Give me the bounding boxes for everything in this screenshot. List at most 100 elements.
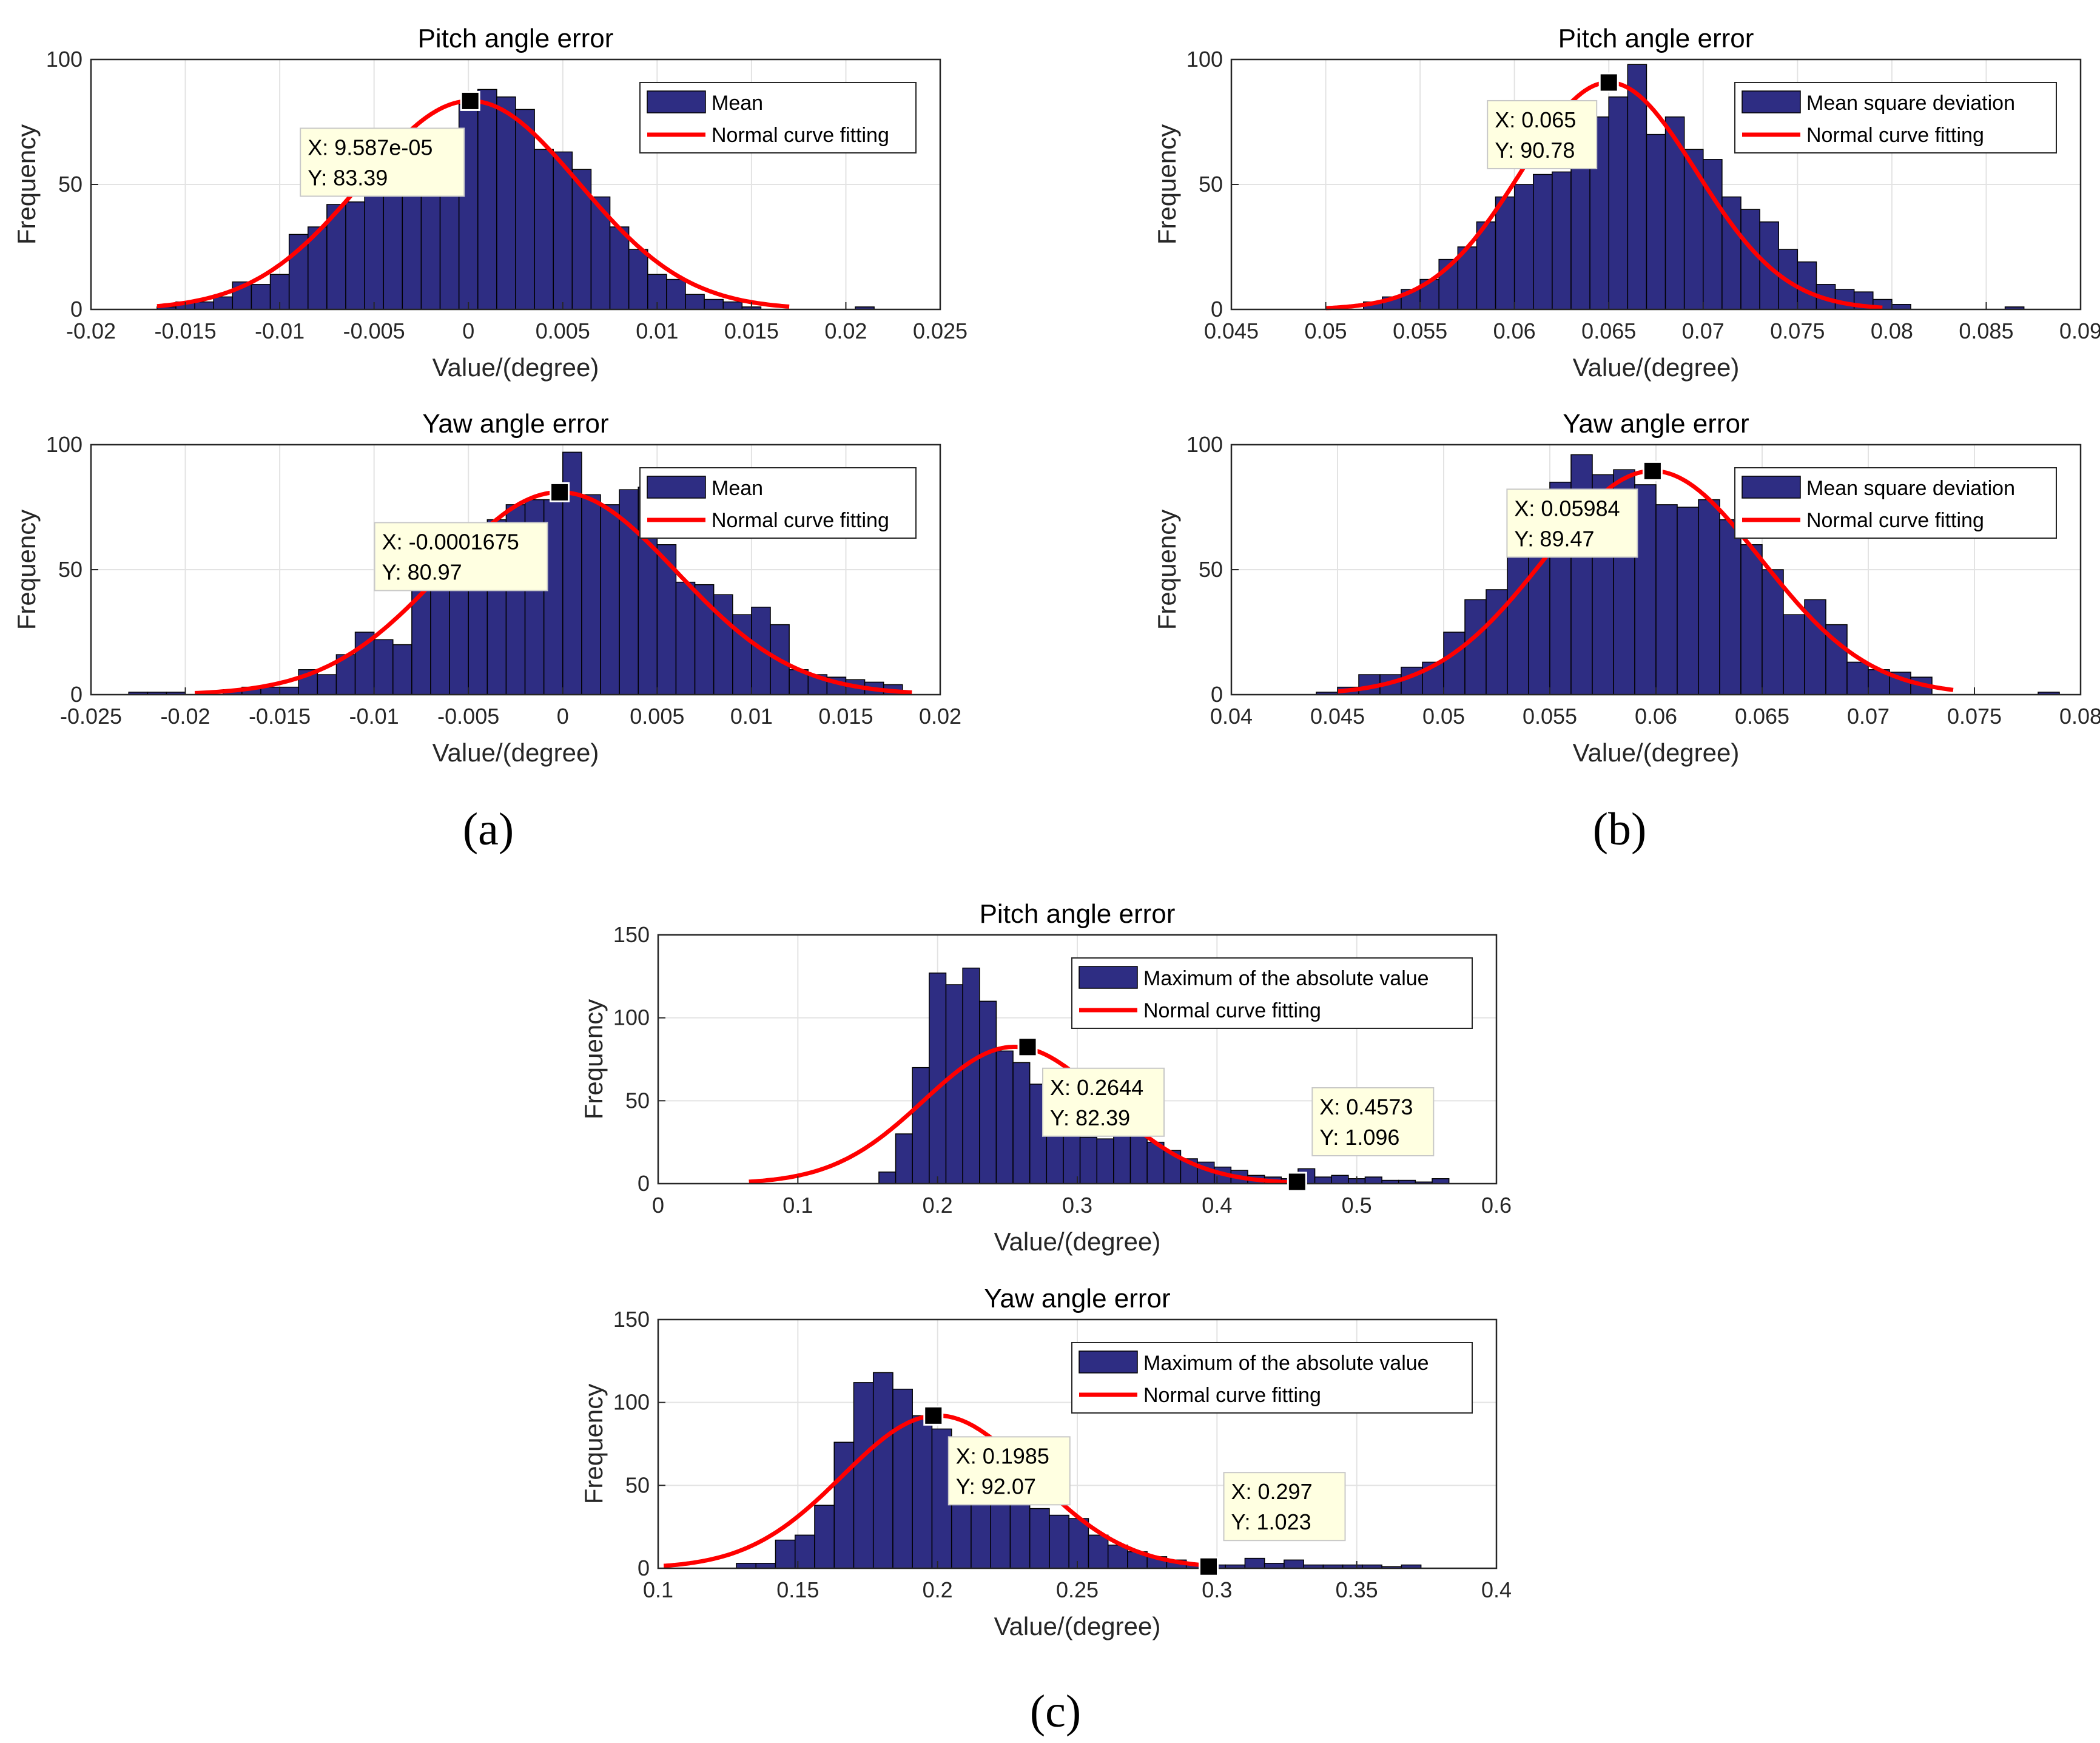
histogram-bar	[1677, 507, 1699, 695]
x-tick-label: 0.065	[1735, 704, 1789, 729]
datatip-marker[interactable]	[1199, 1556, 1219, 1577]
legend-entry-fit: Normal curve fitting	[712, 124, 889, 147]
x-tick-label: 0.015	[818, 704, 873, 729]
x-axis-label: Value/(degree)	[1573, 738, 1740, 767]
y-tick-label: 0	[638, 1556, 650, 1580]
x-tick-label: 0	[462, 319, 474, 343]
histogram-bar	[1068, 1518, 1089, 1569]
x-tick-label: 0	[652, 1193, 664, 1218]
x-tick-label: 0.025	[913, 319, 968, 343]
x-tick-label: 0.2	[923, 1577, 953, 1602]
x-tick-label: 0.07	[1682, 319, 1725, 343]
legend-entry-fit: Normal curve fitting	[1806, 509, 1984, 532]
datatip[interactable]: X: 0.2644 Y: 82.39	[1017, 1037, 1165, 1137]
y-tick-label: 100	[46, 432, 82, 457]
histogram-bar	[1740, 209, 1760, 310]
datatip-box	[1311, 1087, 1435, 1157]
y-tick-label: 0	[70, 682, 82, 707]
datatip-x-value: X: 0.05984	[1514, 496, 1620, 521]
x-tick-label: 0.005	[630, 704, 684, 729]
x-tick-label: -0.015	[249, 704, 311, 729]
datatip-marker[interactable]	[923, 1405, 944, 1426]
datatip-marker[interactable]	[460, 90, 480, 111]
histogram-bar	[912, 1067, 930, 1184]
histogram-bar	[515, 109, 535, 310]
datatip[interactable]: X: 0.4573 Y: 1.096	[1287, 1087, 1435, 1192]
histogram-bar	[912, 1415, 933, 1569]
datatip-y-value: Y: 90.78	[1495, 138, 1575, 163]
x-tick-label: -0.01	[349, 704, 399, 729]
histogram-bar	[1464, 599, 1487, 695]
histogram-bar	[1331, 1175, 1349, 1184]
legend-entry-histogram: Mean square deviation	[1806, 477, 2015, 500]
y-axis-label: Frequency	[12, 510, 41, 630]
datatip[interactable]: X: 0.05984 Y: 89.47	[1506, 460, 1663, 558]
panel-label-a: (a)	[463, 804, 514, 855]
histogram-bar	[1079, 1136, 1097, 1184]
datatip[interactable]: X: 0.065 Y: 90.78	[1487, 72, 1619, 169]
datatip[interactable]: X: 0.1985 Y: 92.07	[923, 1405, 1071, 1506]
histogram-bar	[1655, 504, 1678, 695]
x-axis-label: Value/(degree)	[994, 1227, 1161, 1256]
histogram-bar	[1495, 196, 1515, 310]
y-tick-label: 100	[613, 1390, 650, 1415]
datatip-x-value: X: 9.587e-05	[308, 135, 432, 160]
datatip-marker[interactable]	[1642, 460, 1663, 481]
chart-c-pitch: 0 0.1 0.2 0.3 0.4 0.5 0.6 0 50 100 150 Pitch angle …	[579, 899, 1512, 1256]
histogram-bar	[878, 1172, 897, 1184]
y-tick-label: 150	[613, 1307, 650, 1332]
legend: Maximum of the absolute value Normal curv…	[1071, 957, 1473, 1029]
x-tick-label: -0.02	[161, 704, 210, 729]
x-tick-label: 0.01	[730, 704, 773, 729]
datatip-y-value: Y: 82.39	[1050, 1105, 1130, 1130]
chart-b-pitch: 0.045 0.05 0.055 0.06 0.065 0.07 0.075 0.08 0.08…	[1153, 24, 2100, 382]
datatip-box	[1223, 1472, 1346, 1542]
datatip[interactable]: X: 9.587e-05 Y: 83.39	[300, 90, 480, 197]
histogram-bar	[945, 984, 963, 1184]
x-tick-label: 0.015	[724, 319, 779, 343]
histogram-bar	[895, 1133, 913, 1184]
y-tick-label: 100	[1186, 432, 1223, 457]
datatip-marker[interactable]	[1017, 1037, 1038, 1057]
panel-label-c: (c)	[1030, 1686, 1081, 1737]
x-tick-label: 0.4	[1202, 1193, 1232, 1218]
x-tick-label: 0.05	[1305, 319, 1347, 343]
histogram-bar	[1507, 549, 1529, 695]
x-tick-label: 0.08	[1871, 319, 1913, 343]
datatip[interactable]: X: 0.297 Y: 1.023	[1199, 1472, 1346, 1577]
histogram-bar	[962, 967, 980, 1184]
legend-entry-histogram: Maximum of the absolute value	[1143, 967, 1429, 990]
x-tick-label: 0.065	[1581, 319, 1636, 343]
histogram-bar	[1703, 159, 1723, 310]
datatip-box	[1506, 488, 1638, 558]
datatip-x-value: X: 0.4573	[1319, 1094, 1413, 1119]
datatip-marker[interactable]	[550, 482, 570, 502]
datatip-y-value: Y: 1.096	[1319, 1125, 1399, 1150]
x-tick-label: 0.35	[1336, 1577, 1378, 1602]
legend-bar-swatch	[1079, 966, 1138, 989]
histogram-bar	[1762, 569, 1784, 695]
y-tick-label: 150	[613, 922, 650, 947]
legend: Mean Normal curve fitting	[639, 82, 917, 153]
histogram-bar	[979, 1000, 997, 1184]
histogram-bar	[704, 298, 724, 310]
y-axis-label: Frequency	[1153, 124, 1181, 244]
datatip-marker[interactable]	[1287, 1172, 1307, 1192]
datatip-y-value: Y: 80.97	[382, 559, 462, 584]
datatip-x-value: X: 0.065	[1495, 107, 1576, 132]
histogram-bar	[581, 494, 601, 695]
panel-label-b: (b)	[1593, 804, 1647, 855]
histogram-bar	[892, 1389, 913, 1569]
datatip-marker[interactable]	[1598, 72, 1619, 93]
x-tick-label: -0.01	[255, 319, 305, 343]
y-axis-label: Frequency	[1153, 510, 1181, 630]
datatip[interactable]: X: -0.0001675 Y: 80.97	[374, 482, 570, 592]
histogram-bar	[496, 96, 516, 310]
y-tick-label: 50	[625, 1088, 650, 1113]
histogram-bar	[722, 301, 743, 310]
x-tick-label: 0.3	[1062, 1193, 1092, 1218]
histogram-bar	[675, 581, 696, 695]
histogram-bar	[392, 644, 412, 695]
datatip-y-value: Y: 89.47	[1514, 526, 1594, 551]
histogram-bar	[833, 1441, 855, 1569]
